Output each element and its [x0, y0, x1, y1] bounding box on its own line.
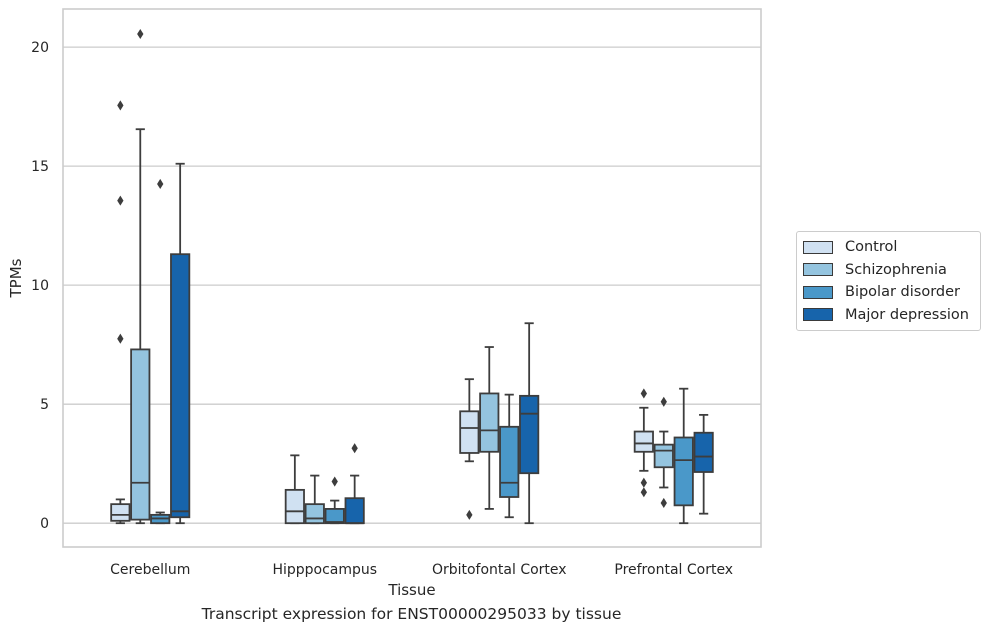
- iqr-box: [459, 410, 480, 454]
- legend-item-bipolar-disorder[interactable]: Bipolar disorder: [797, 281, 980, 304]
- y-tick-label: 15: [31, 159, 49, 175]
- box: [284, 454, 305, 525]
- box: [304, 474, 325, 525]
- y-tick-label: 0: [40, 516, 49, 532]
- legend-item-control[interactable]: Control: [797, 236, 980, 259]
- box: [673, 387, 694, 525]
- y-axis-title: TPMs: [7, 258, 25, 298]
- iqr-box: [653, 443, 674, 469]
- outlier-point: [117, 195, 124, 206]
- box: [633, 388, 654, 498]
- outlier-point: [640, 477, 647, 488]
- iqr-box: [633, 430, 654, 453]
- outlier-point: [640, 487, 647, 498]
- box: [344, 443, 365, 525]
- legend-label: Bipolar disorder: [845, 284, 960, 301]
- legend-swatch: [803, 285, 833, 299]
- legend-swatch: [803, 240, 833, 254]
- outlier-point: [660, 396, 667, 407]
- box: [130, 28, 151, 525]
- outlier-point: [117, 100, 124, 111]
- x-axis-title: Tissue: [387, 581, 435, 599]
- iqr-box: [479, 392, 500, 453]
- outlier-point: [117, 333, 124, 344]
- outlier-point: [660, 497, 667, 509]
- iqr-box: [284, 488, 305, 525]
- series-major-depression: [170, 162, 714, 525]
- legend-label: Major depression: [845, 306, 969, 323]
- iqr-box: [130, 348, 151, 521]
- iqr-box: [170, 253, 191, 519]
- series-control: [110, 100, 654, 525]
- y-tick-labels: 0 5 10 15 20: [31, 40, 49, 532]
- iqr-box: [324, 508, 345, 525]
- series-bipolar-disorder: [150, 178, 694, 525]
- x-tick-label: Cerebellum: [110, 562, 190, 578]
- y-tick-label: 10: [31, 278, 49, 294]
- legend-item-major-depression[interactable]: Major depression: [797, 304, 980, 327]
- legend: Control Schizophrenia Bipolar disorder Majo…: [796, 231, 981, 331]
- box: [479, 346, 500, 510]
- outlier-point: [137, 28, 144, 40]
- x-tick-label: Orbitofontal Cortex: [432, 562, 567, 578]
- iqr-box: [499, 425, 520, 498]
- outlier-point: [331, 476, 338, 487]
- box: [459, 378, 480, 520]
- y-tick-label: 20: [31, 40, 49, 56]
- series-schizophrenia: [130, 28, 674, 525]
- y-tick-label: 5: [40, 397, 49, 413]
- legend-item-schizophrenia[interactable]: Schizophrenia: [797, 259, 980, 282]
- chart-caption: Transcript expression for ENST0000029503…: [201, 605, 622, 623]
- box: [110, 100, 131, 525]
- iqr-box: [110, 503, 131, 522]
- legend-label: Schizophrenia: [845, 261, 947, 278]
- legend-swatch: [803, 263, 833, 277]
- iqr-box: [673, 436, 694, 507]
- box: [653, 396, 674, 509]
- box: [324, 476, 345, 525]
- outlier-point: [157, 178, 164, 190]
- iqr-box: [304, 503, 325, 525]
- plot-frame: [62, 8, 762, 548]
- iqr-box: [519, 394, 540, 475]
- iqr-box: [344, 497, 365, 525]
- outlier-point: [466, 509, 473, 520]
- x-tick-label: Hipppocampus: [272, 562, 377, 578]
- box: [499, 393, 520, 519]
- x-tick-labels: Cerebellum Hipppocampus Orbitofontal Corte…: [110, 562, 733, 578]
- legend-swatch: [803, 308, 833, 322]
- box: [693, 413, 714, 515]
- box-series: [110, 28, 714, 525]
- box: [170, 162, 191, 525]
- box: [519, 322, 540, 525]
- legend-label: Control: [845, 239, 898, 256]
- outlier-point: [351, 443, 358, 454]
- outlier-point: [640, 388, 647, 399]
- iqr-box: [693, 431, 714, 473]
- x-tick-label: Prefrontal Cortex: [614, 562, 733, 578]
- box: [150, 178, 171, 525]
